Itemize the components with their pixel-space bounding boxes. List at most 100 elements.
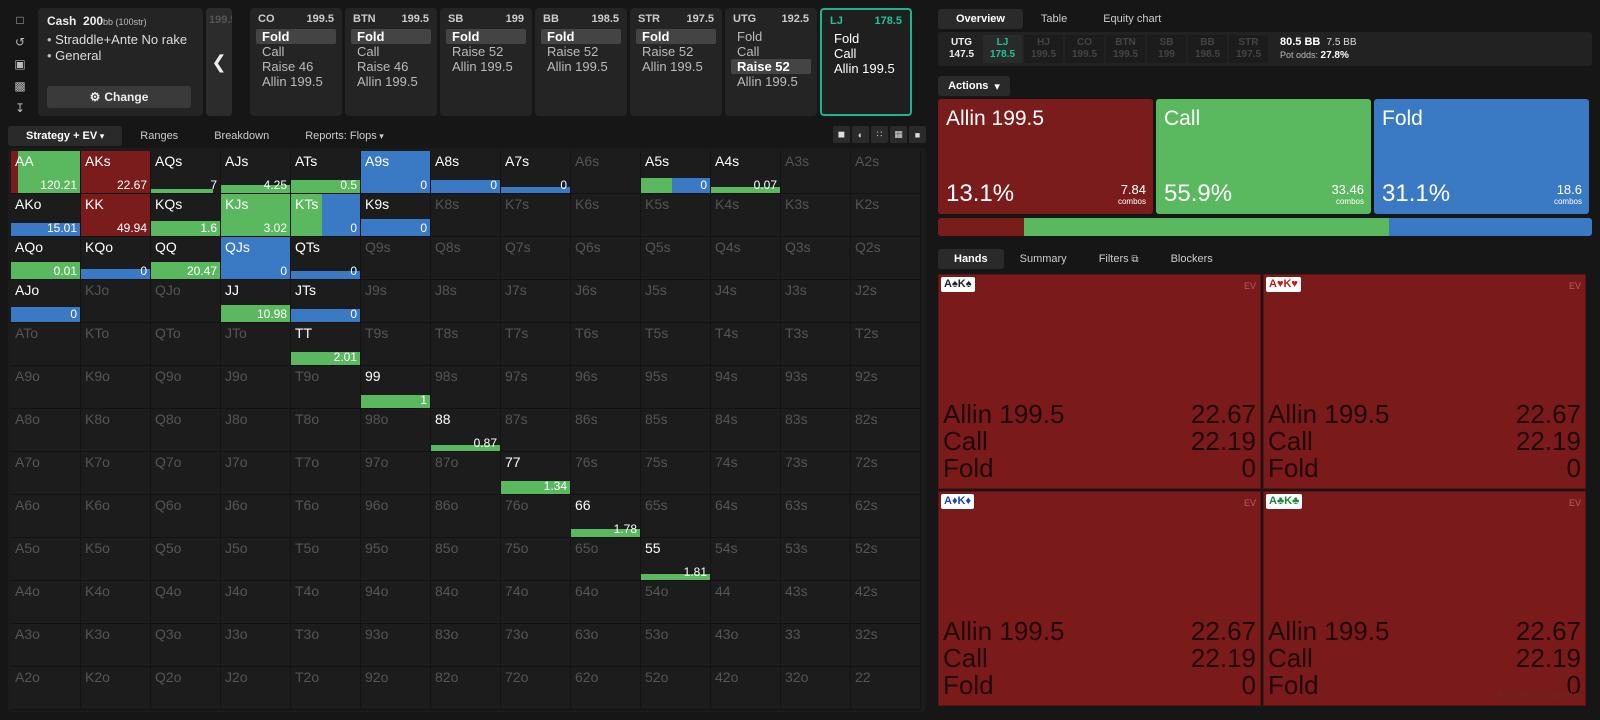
- hand-cell-K4s[interactable]: K4s: [711, 194, 781, 237]
- hand-cell-94o[interactable]: 94o: [361, 581, 431, 624]
- hand-cell-J6o[interactable]: J6o: [221, 495, 291, 538]
- history-icon[interactable]: ↺: [14, 35, 26, 49]
- hand-cell-Q4s[interactable]: Q4s: [711, 237, 781, 280]
- hand-cell-65o[interactable]: 65o: [571, 538, 641, 581]
- hand-cell-64o[interactable]: 64o: [571, 581, 641, 624]
- hand-cell-JTo[interactable]: JTo: [221, 323, 291, 366]
- compact-view-icon[interactable]: ∷: [871, 126, 888, 143]
- hand-cell-94s[interactable]: 94s: [711, 366, 781, 409]
- hand-cell-88[interactable]: 0.87 88: [431, 409, 501, 452]
- seat-action[interactable]: Call: [262, 44, 285, 59]
- hand-cell-J2o[interactable]: J2o: [221, 667, 291, 710]
- hand-cell-43o[interactable]: 43o: [711, 624, 781, 667]
- hand-cell-42o[interactable]: 42o: [711, 667, 781, 710]
- exit-focus-link[interactable]: Exit Focus mode: [1497, 690, 1579, 702]
- hand-cell-Q9o[interactable]: Q9o: [151, 366, 221, 409]
- hand-cell-J8o[interactable]: J8o: [221, 409, 291, 452]
- tab-equity-chart[interactable]: Equity chart: [1103, 13, 1162, 25]
- hand-cell-T3o[interactable]: T3o: [291, 624, 361, 667]
- hand-cell-A6s[interactable]: A6s: [571, 151, 641, 194]
- hand-cell-92s[interactable]: 92s: [851, 366, 921, 409]
- hand-cell-KQo[interactable]: 0 KQo: [81, 237, 151, 280]
- position-lj[interactable]: LJ 178.5: [983, 35, 1022, 63]
- grid-view-icon[interactable]: ▦: [890, 126, 907, 143]
- hand-cell-KQs[interactable]: 1.6 KQs: [151, 194, 221, 237]
- hand-detail-1[interactable]: A♥K♥ EV Allin 199.5 22.67 Call 22.19 Fold 0: [1263, 274, 1586, 489]
- hand-cell-K9s[interactable]: 0 K9s: [361, 194, 431, 237]
- hand-cell-J9s[interactable]: J9s: [361, 280, 431, 323]
- seat-utg[interactable]: UTG 192.5 Fold Call Raise 52 Allin 199.5: [725, 8, 817, 116]
- hand-cell-32s[interactable]: 32s: [851, 624, 921, 667]
- hand-cell-Q7s[interactable]: Q7s: [501, 237, 571, 280]
- hand-cell-62o[interactable]: 62o: [571, 667, 641, 710]
- hand-cell-J9o[interactable]: J9o: [221, 366, 291, 409]
- hand-cell-93o[interactable]: 93o: [361, 624, 431, 667]
- save-icon[interactable]: ▣: [14, 57, 26, 71]
- hand-cell-J3o[interactable]: J3o: [221, 624, 291, 667]
- hand-cell-KTo[interactable]: KTo: [81, 323, 151, 366]
- hand-cell-AQo[interactable]: 0.01 AQo: [11, 237, 81, 280]
- hand-cell-K3s[interactable]: K3s: [781, 194, 851, 237]
- seat-str[interactable]: STR 197.5 Fold Raise 52 Allin 199.5: [630, 8, 722, 116]
- hand-cell-66[interactable]: 1.78 66: [571, 495, 641, 538]
- hand-cell-82s[interactable]: 82s: [851, 409, 921, 452]
- hand-cell-64s[interactable]: 64s: [711, 495, 781, 538]
- hand-cell-Q7o[interactable]: Q7o: [151, 452, 221, 495]
- tab-reports-flops[interactable]: Reports: Flops ▾: [287, 126, 402, 146]
- seat-action[interactable]: Fold: [256, 29, 336, 44]
- hand-cell-T9o[interactable]: T9o: [291, 366, 361, 409]
- hand-cell-73o[interactable]: 73o: [501, 624, 571, 667]
- hand-detail-0[interactable]: A♠K♠ EV Allin 199.5 22.67 Call 22.19 Fold 0: [938, 274, 1261, 489]
- hand-cell-ATo[interactable]: ATo: [11, 323, 81, 366]
- hand-cell-QQ[interactable]: 20.47 QQ: [151, 237, 221, 280]
- hand-cell-AQs[interactable]: 7 AQs: [151, 151, 221, 194]
- hand-cell-KK[interactable]: 49.94 KK: [81, 194, 151, 237]
- hand-cell-A2o[interactable]: A2o: [11, 667, 81, 710]
- hand-cell-A7o[interactable]: A7o: [11, 452, 81, 495]
- hand-cell-53s[interactable]: 53s: [781, 538, 851, 581]
- hand-cell-76s[interactable]: 76s: [571, 452, 641, 495]
- hand-cell-K7s[interactable]: K7s: [501, 194, 571, 237]
- hand-cell-76o[interactable]: 76o: [501, 495, 571, 538]
- seat-btn[interactable]: BTN 199.5 Fold Call Raise 46 Allin 199.5: [345, 8, 437, 116]
- position-hj[interactable]: HJ 199.5: [1024, 35, 1063, 63]
- seat-action[interactable]: Call: [737, 44, 760, 59]
- hand-cell-63o[interactable]: 63o: [571, 624, 641, 667]
- action-box-allin[interactable]: Allin 199.5 13.1% 7.84 combos: [938, 99, 1153, 214]
- hand-cell-T7s[interactable]: T7s: [501, 323, 571, 366]
- hand-cell-97s[interactable]: 97s: [501, 366, 571, 409]
- hand-cell-95s[interactable]: 95s: [641, 366, 711, 409]
- hand-cell-J5o[interactable]: J5o: [221, 538, 291, 581]
- hand-cell-K4o[interactable]: K4o: [81, 581, 151, 624]
- hand-cell-72s[interactable]: 72s: [851, 452, 921, 495]
- tab-table[interactable]: Table: [1040, 13, 1068, 25]
- hand-cell-43s[interactable]: 43s: [781, 581, 851, 624]
- tab-strategy-ev[interactable]: Strategy + EV ▾: [8, 126, 123, 146]
- action-box-fold[interactable]: Fold 31.1% 18.6 combos: [1374, 99, 1589, 214]
- cube-view-icon[interactable]: ◼: [833, 126, 850, 143]
- tab-filters[interactable]: Filters ⧉: [1098, 253, 1139, 265]
- hand-cell-Q4o[interactable]: Q4o: [151, 581, 221, 624]
- hand-detail-2[interactable]: A♦K♦ EV Allin 199.5 22.67 Call 22.19 Fold 0: [938, 491, 1261, 706]
- seat-action[interactable]: Allin 199.5: [452, 59, 513, 74]
- hand-cell-84o[interactable]: 84o: [431, 581, 501, 624]
- seat-action[interactable]: Raise 52: [731, 59, 811, 74]
- hand-cell-A3s[interactable]: A3s: [781, 151, 851, 194]
- hand-cell-J4s[interactable]: J4s: [711, 280, 781, 323]
- seat-action[interactable]: Fold: [636, 29, 716, 44]
- hand-cell-A8o[interactable]: A8o: [11, 409, 81, 452]
- hand-cell-73s[interactable]: 73s: [781, 452, 851, 495]
- hand-cell-77[interactable]: 1.34 77: [501, 452, 571, 495]
- hand-cell-A5o[interactable]: A5o: [11, 538, 81, 581]
- hand-cell-J4o[interactable]: J4o: [221, 581, 291, 624]
- hand-cell-74o[interactable]: 74o: [501, 581, 571, 624]
- hand-cell-T4s[interactable]: T4s: [711, 323, 781, 366]
- hand-cell-Q6o[interactable]: Q6o: [151, 495, 221, 538]
- hand-cell-A6o[interactable]: A6o: [11, 495, 81, 538]
- hand-cell-87o[interactable]: 87o: [431, 452, 501, 495]
- hand-cell-Q5o[interactable]: Q5o: [151, 538, 221, 581]
- hand-cell-A8s[interactable]: 0 A8s: [431, 151, 501, 194]
- tab-breakdown[interactable]: Breakdown: [196, 126, 287, 146]
- hand-cell-55[interactable]: 1.81 55: [641, 538, 711, 581]
- hand-cell-82o[interactable]: 82o: [431, 667, 501, 710]
